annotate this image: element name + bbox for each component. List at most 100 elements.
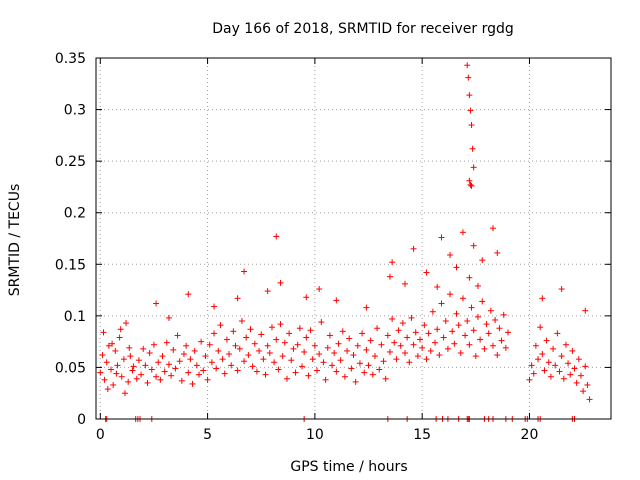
data-point	[539, 351, 546, 358]
data-point	[191, 347, 198, 354]
ticks-layer	[96, 57, 611, 420]
data-point	[161, 368, 168, 375]
data-point	[434, 283, 441, 290]
data-point	[467, 181, 474, 188]
data-point	[447, 291, 454, 298]
data-point	[129, 367, 136, 374]
data-point	[573, 379, 580, 386]
data-point	[316, 351, 323, 358]
data-point	[185, 291, 192, 298]
data-point	[558, 286, 565, 293]
data-point	[584, 381, 591, 388]
data-point	[277, 321, 284, 328]
data-point	[386, 273, 393, 280]
data-point	[97, 369, 104, 376]
data-point	[470, 327, 477, 334]
data-point	[470, 242, 477, 249]
data-point	[423, 356, 430, 363]
data-point	[228, 362, 235, 369]
data-point	[251, 340, 258, 347]
data-point	[337, 357, 344, 364]
data-point	[290, 345, 297, 352]
data-point	[489, 225, 496, 232]
data-point	[331, 349, 338, 356]
data-point	[547, 373, 554, 380]
data-point	[264, 342, 271, 349]
data-point	[249, 363, 256, 370]
data-point	[314, 367, 321, 374]
data-point	[303, 334, 310, 341]
data-point	[535, 356, 542, 363]
data-point	[236, 345, 243, 352]
data-point	[165, 361, 172, 368]
data-point	[582, 307, 589, 314]
data-point	[299, 363, 305, 370]
data-point	[116, 334, 123, 341]
data-point	[112, 347, 119, 354]
data-point	[421, 322, 428, 329]
x-tick-label: 0	[96, 427, 105, 443]
data-point	[363, 304, 370, 311]
data-point	[230, 328, 237, 335]
data-point	[402, 280, 408, 287]
x-axis-label: GPS time / hours	[290, 459, 407, 475]
y-tick-label: 0	[77, 412, 86, 428]
data-point	[545, 359, 552, 366]
data-point	[273, 336, 280, 343]
data-point	[258, 331, 265, 338]
data-point	[344, 347, 351, 354]
data-point	[346, 335, 353, 342]
data-point	[104, 386, 111, 393]
data-point	[238, 318, 245, 325]
points-layer	[97, 62, 593, 422]
data-point	[556, 368, 563, 375]
data-point	[324, 344, 331, 351]
data-point	[474, 282, 481, 289]
data-point	[374, 325, 381, 332]
data-point	[479, 298, 486, 305]
data-point	[395, 327, 402, 334]
data-point	[275, 366, 282, 373]
data-point	[350, 352, 357, 359]
data-point	[569, 347, 576, 354]
data-point	[234, 295, 241, 302]
data-point	[121, 390, 128, 397]
plot-frame	[95, 57, 612, 420]
data-point	[109, 340, 116, 347]
data-point	[243, 334, 250, 341]
data-point	[157, 376, 164, 383]
data-point	[135, 357, 142, 364]
data-point	[469, 145, 476, 152]
data-point	[376, 366, 383, 373]
data-point	[193, 362, 200, 369]
data-point	[468, 122, 475, 129]
data-point	[198, 338, 205, 345]
data-point	[550, 345, 557, 352]
data-point	[223, 336, 230, 343]
data-point	[406, 359, 413, 366]
data-point	[361, 369, 368, 376]
data-point	[447, 252, 454, 259]
data-point	[466, 177, 473, 184]
data-point	[438, 300, 445, 307]
data-point	[176, 358, 183, 365]
data-point	[455, 322, 462, 329]
data-point	[273, 233, 280, 240]
data-point	[465, 74, 472, 81]
data-point	[126, 344, 133, 351]
data-point	[468, 182, 475, 189]
data-point	[187, 356, 194, 363]
data-point	[174, 332, 181, 339]
data-point	[438, 234, 445, 241]
data-point	[489, 342, 496, 349]
data-point	[232, 342, 239, 349]
labels-layer: 0 0.05 0.1 0.15 0.2 0.25 0.3 0.35 0 5 10 15 20	[55, 51, 539, 443]
data-point	[494, 249, 501, 256]
data-point	[105, 342, 112, 349]
data-point	[281, 339, 288, 346]
data-point	[127, 353, 134, 360]
data-point	[322, 376, 329, 383]
data-point	[492, 316, 499, 323]
data-point	[294, 341, 301, 348]
